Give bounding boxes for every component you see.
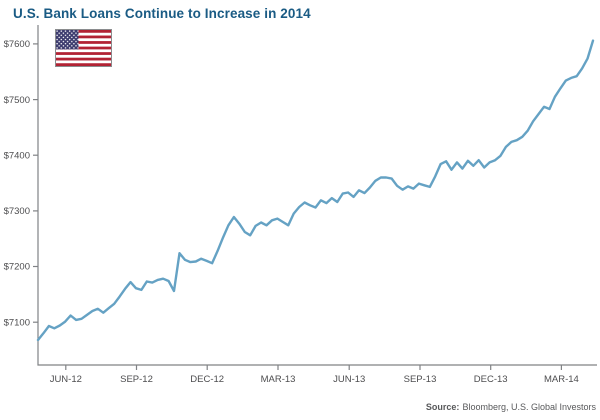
x-tick-label: MAR-13 bbox=[261, 374, 296, 385]
series-line bbox=[36, 39, 595, 342]
x-tick-label: DEC-13 bbox=[474, 374, 508, 385]
axes bbox=[37, 25, 597, 366]
y-tick-label: $7500 bbox=[4, 95, 30, 106]
x-tick-label: SEP-13 bbox=[404, 374, 437, 385]
source-label: Source: bbox=[425, 402, 460, 412]
y-tick-label: $7600 bbox=[4, 39, 30, 50]
x-tick-label: JUN-12 bbox=[50, 374, 82, 385]
x-tick-label: JUN-13 bbox=[333, 374, 365, 385]
source-note: Source: Bloomberg, U.S. Global Investors bbox=[426, 402, 596, 412]
x-tick-label: DEC-12 bbox=[190, 374, 224, 385]
source-text: Bloomberg, U.S. Global Investors bbox=[462, 402, 596, 412]
y-tick-label: $7100 bbox=[4, 317, 30, 328]
y-tick-label: $7400 bbox=[4, 150, 30, 161]
x-tick-label: SEP-12 bbox=[120, 374, 153, 385]
us-flag-icon bbox=[55, 29, 112, 67]
x-tick-label: MAR-14 bbox=[544, 374, 579, 385]
y-tick-label: $7300 bbox=[4, 206, 30, 217]
chart-title: U.S. Bank Loans Continue to Increase in … bbox=[13, 6, 311, 21]
y-tick-label: $7200 bbox=[4, 262, 30, 273]
